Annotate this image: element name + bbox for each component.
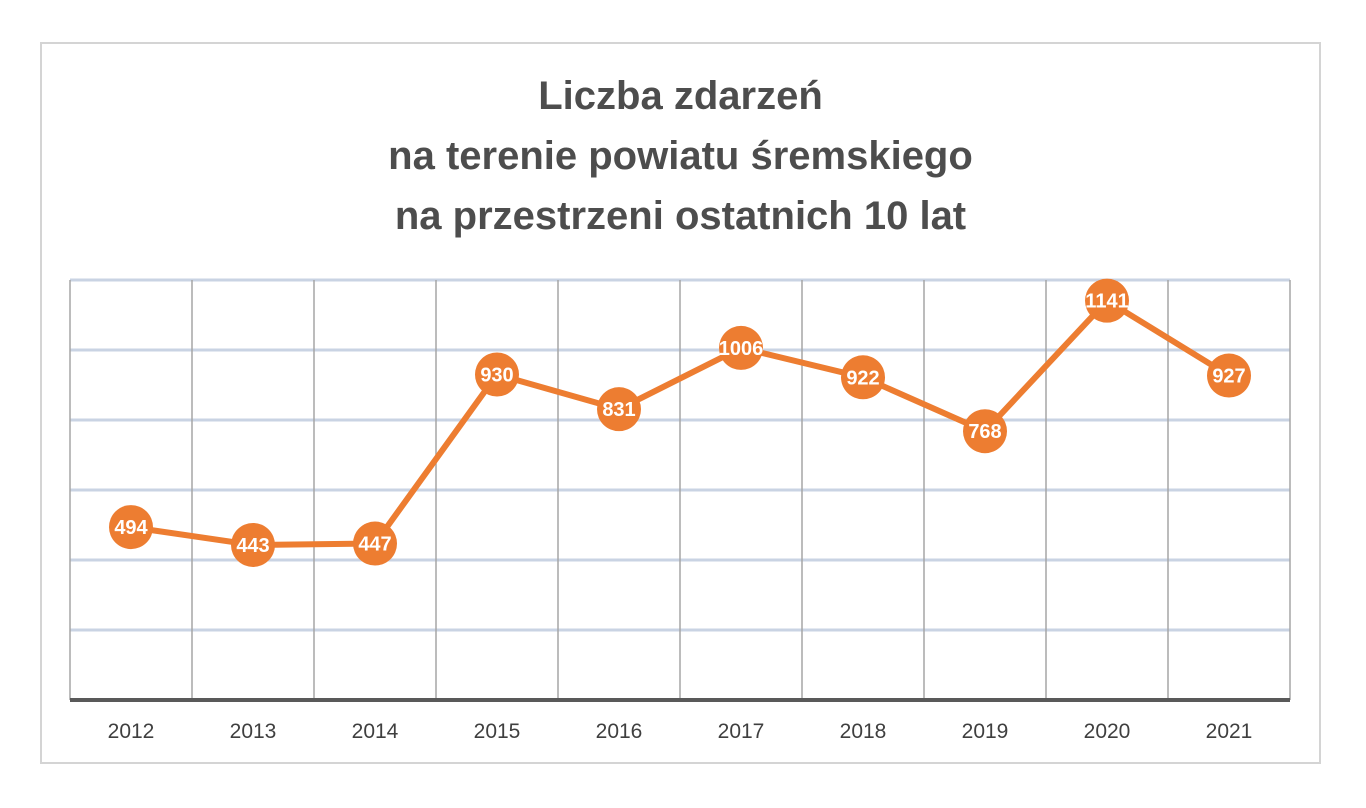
series-layer: 494 443 447 930 831 1006 922 768 1141 927 — [109, 278, 1251, 567]
x-tick-label: 2017 — [718, 720, 765, 743]
x-tick-label: 2013 — [230, 720, 277, 743]
x-tick-labels: 2012 2013 2014 2015 2016 2017 2018 2019 2020 2021 — [108, 720, 1253, 743]
data-point-marker — [963, 409, 1007, 454]
x-tick-label: 2019 — [962, 720, 1009, 743]
x-tick-label: 2021 — [1206, 720, 1253, 743]
data-point-marker — [841, 355, 885, 400]
data-point-marker — [475, 352, 519, 397]
data-point-marker — [231, 522, 275, 567]
data-label: 1006 — [719, 338, 764, 360]
data-label: 447 — [358, 534, 391, 556]
chart-title-line-1: Liczba zdarzeń — [538, 74, 823, 118]
chart-title-line-3: na przestrzeni ostatnich 10 lat — [394, 194, 967, 238]
data-label: 443 — [236, 535, 269, 557]
x-tick-label: 2012 — [108, 720, 155, 743]
data-point-marker — [353, 521, 397, 566]
data-point-marker — [719, 325, 763, 370]
data-label: 930 — [480, 365, 513, 387]
series-line — [130, 297, 1231, 548]
x-tick-label: 2014 — [352, 720, 399, 743]
data-label: 922 — [846, 367, 879, 389]
chart-title: Liczba zdarzeń na terenie powiatu śremsk… — [40, 66, 1321, 246]
data-point-marker — [1085, 278, 1129, 323]
data-label: 927 — [1212, 366, 1245, 388]
x-tick-label: 2018 — [840, 720, 887, 743]
data-point-marker — [1207, 353, 1251, 398]
data-label: 831 — [602, 399, 635, 421]
data-label: 768 — [968, 421, 1001, 443]
x-tick-label: 2015 — [474, 720, 521, 743]
x-tick-label: 2016 — [596, 720, 643, 743]
grid-layer — [69, 278, 1291, 700]
chart-title-line-2: na terenie powiatu śremskiego — [388, 134, 973, 178]
data-label: 1141 — [1085, 291, 1128, 313]
data-point-marker — [109, 505, 153, 550]
data-label: 494 — [114, 517, 148, 539]
data-point-marker — [597, 387, 641, 432]
x-tick-label: 2020 — [1084, 720, 1131, 743]
